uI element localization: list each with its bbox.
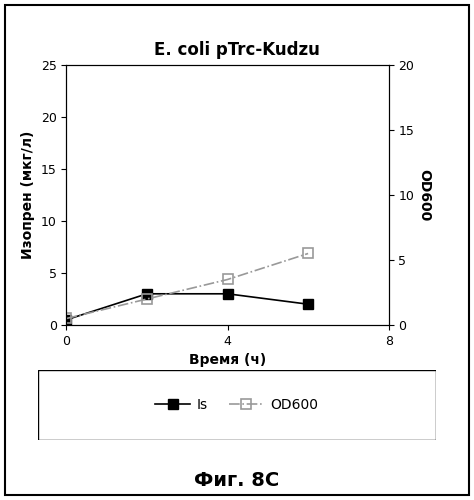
Legend: Is, OD600: Is, OD600: [148, 391, 326, 419]
Text: Фиг. 8C: Фиг. 8C: [194, 470, 280, 490]
Text: E. coli pTrc-Kudzu: E. coli pTrc-Kudzu: [154, 41, 320, 59]
X-axis label: Время (ч): Время (ч): [189, 354, 266, 368]
Y-axis label: Изопрен (мкг/л): Изопрен (мкг/л): [21, 131, 35, 259]
Y-axis label: OD600: OD600: [417, 169, 431, 221]
